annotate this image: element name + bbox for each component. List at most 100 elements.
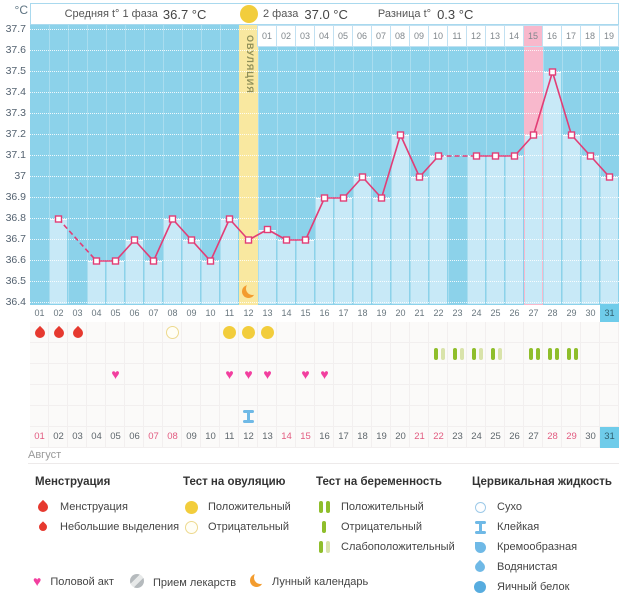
intercourse-heart-icon[interactable]: ♥ — [263, 366, 272, 382]
chart-day-label[interactable]: 09 — [186, 308, 197, 318]
menstruation-drop-icon[interactable] — [70, 325, 85, 340]
intercourse-heart-icon[interactable]: ♥ — [301, 366, 310, 382]
ovulation-positive-icon[interactable] — [223, 326, 236, 339]
chart-day-label[interactable]: 21 — [414, 308, 425, 318]
calendar-day-label[interactable]: 24 — [471, 431, 482, 442]
phase2-day-cell[interactable]: 03 — [295, 25, 315, 47]
phase2-day-cell[interactable]: 13 — [485, 25, 505, 47]
menstruation-drop-icon[interactable] — [32, 325, 47, 340]
calendar-day-label[interactable]: 14 — [281, 431, 292, 442]
calendar-day-label[interactable]: 03 — [72, 431, 83, 442]
chart-day-label[interactable]: 24 — [471, 308, 482, 318]
chart-day-label[interactable]: 30 — [585, 308, 596, 318]
calendar-day-label[interactable]: 11 — [224, 431, 235, 442]
calendar-day-label[interactable]: 26 — [509, 431, 520, 442]
chart-day-label[interactable]: 14 — [281, 308, 292, 318]
calendar-day-label[interactable]: 21 — [414, 431, 425, 442]
phase2-day-cell[interactable]: 10 — [428, 25, 448, 47]
ovulation-negative-icon[interactable] — [166, 326, 179, 339]
pregnancy-weak-positive-icon[interactable] — [490, 347, 502, 360]
calendar-day-label[interactable]: 07 — [148, 431, 159, 442]
chart-day-label[interactable]: 20 — [395, 308, 406, 318]
phase2-day-cell[interactable]: 06 — [352, 25, 372, 47]
chart-day-label[interactable]: 05 — [110, 308, 121, 318]
ovulation-positive-icon[interactable] — [242, 326, 255, 339]
chart-day-label[interactable]: 11 — [224, 308, 235, 318]
phase2-day-cell[interactable]: 08 — [390, 25, 410, 47]
intercourse-heart-icon[interactable]: ♥ — [244, 366, 253, 382]
calendar-day-label[interactable]: 20 — [395, 431, 406, 442]
pregnancy-weak-positive-icon[interactable] — [452, 347, 464, 360]
phase2-day-cell[interactable]: 12 — [466, 25, 486, 47]
chart-day-label[interactable]: 22 — [433, 308, 444, 318]
calendar-day-label[interactable]: 31 — [600, 427, 619, 448]
chart-day-label[interactable]: 03 — [72, 308, 83, 318]
calendar-day-label[interactable]: 25 — [490, 431, 501, 442]
phase2-day-cell[interactable]: 01 — [257, 25, 277, 47]
chart-day-label[interactable]: 01 — [34, 308, 45, 318]
phase2-day-cell[interactable]: 02 — [276, 25, 296, 47]
phase2-day-cell[interactable]: 19 — [599, 25, 619, 47]
chart-day-label[interactable]: 02 — [53, 308, 64, 318]
chart-day-label[interactable]: 23 — [452, 308, 463, 318]
calendar-day-label[interactable]: 23 — [452, 431, 463, 442]
chart-day-label[interactable]: 27 — [528, 308, 539, 318]
calendar-day-label[interactable]: 22 — [433, 431, 444, 442]
chart-day-label[interactable]: 16 — [319, 308, 330, 318]
calendar-day-label[interactable]: 28 — [547, 431, 558, 442]
chart-day-label[interactable]: 28 — [547, 308, 558, 318]
calendar-day-label[interactable]: 27 — [528, 431, 539, 442]
calendar-day-label[interactable]: 16 — [319, 431, 330, 442]
menstruation-drop-icon[interactable] — [51, 325, 66, 340]
chart-day-label[interactable]: 12 — [243, 308, 254, 318]
calendar-day-label[interactable]: 04 — [91, 431, 102, 442]
calendar-day-label[interactable]: 02 — [53, 431, 64, 442]
calendar-day-label[interactable]: 30 — [585, 431, 596, 442]
chart-day-label[interactable]: 10 — [205, 308, 216, 318]
calendar-day-label[interactable]: 05 — [110, 431, 121, 442]
chart-day-label[interactable]: 26 — [509, 308, 520, 318]
chart-day-label[interactable]: 18 — [357, 308, 368, 318]
sticky-icon[interactable] — [243, 410, 254, 423]
calendar-day-label[interactable]: 09 — [186, 431, 197, 442]
pregnancy-positive-icon[interactable] — [566, 347, 578, 360]
chart-day-label[interactable]: 31 — [600, 304, 619, 322]
phase2-day-cell[interactable]: 14 — [504, 25, 524, 47]
phase2-day-cell[interactable]: 15 — [523, 25, 543, 47]
pregnancy-weak-positive-icon[interactable] — [471, 347, 483, 360]
chart-day-label[interactable]: 17 — [338, 308, 349, 318]
phase2-day-cell[interactable]: 11 — [447, 25, 467, 47]
calendar-day-label[interactable]: 18 — [357, 431, 368, 442]
phase2-day-cell[interactable]: 05 — [333, 25, 353, 47]
chart-day-label[interactable]: 04 — [91, 308, 102, 318]
pregnancy-positive-icon[interactable] — [528, 347, 540, 360]
calendar-day-label[interactable]: 15 — [300, 431, 311, 442]
calendar-day-label[interactable]: 29 — [566, 431, 577, 442]
chart-day-label[interactable]: 29 — [566, 308, 577, 318]
ovulation-positive-icon[interactable] — [261, 326, 274, 339]
intercourse-heart-icon[interactable]: ♥ — [225, 366, 234, 382]
calendar-day-label[interactable]: 10 — [205, 431, 216, 442]
chart-day-label[interactable]: 19 — [376, 308, 387, 318]
pregnancy-weak-positive-icon[interactable] — [433, 347, 445, 360]
chart-day-label[interactable]: 13 — [262, 308, 273, 318]
calendar-day-label[interactable]: 19 — [376, 431, 387, 442]
calendar-day-label[interactable]: 08 — [167, 431, 178, 442]
calendar-day-label[interactable]: 06 — [129, 431, 140, 442]
calendar-day-label[interactable]: 12 — [243, 431, 254, 442]
intercourse-heart-icon[interactable]: ♥ — [320, 366, 329, 382]
intercourse-heart-icon[interactable]: ♥ — [111, 366, 120, 382]
chart-day-label[interactable]: 15 — [300, 308, 311, 318]
phase2-day-cell[interactable]: 09 — [409, 25, 429, 47]
calendar-day-label[interactable]: 13 — [262, 431, 273, 442]
chart-day-label[interactable]: 06 — [129, 308, 140, 318]
phase2-day-cell[interactable]: 07 — [371, 25, 391, 47]
chart-day-label[interactable]: 25 — [490, 308, 501, 318]
phase2-day-cell[interactable]: 17 — [561, 25, 581, 47]
phase2-day-cell[interactable]: 18 — [580, 25, 600, 47]
calendar-day-label[interactable]: 01 — [34, 431, 45, 442]
phase2-day-cell[interactable]: 16 — [542, 25, 562, 47]
chart-day-label[interactable]: 07 — [148, 308, 159, 318]
pregnancy-positive-icon[interactable] — [547, 347, 559, 360]
calendar-day-label[interactable]: 17 — [338, 431, 349, 442]
